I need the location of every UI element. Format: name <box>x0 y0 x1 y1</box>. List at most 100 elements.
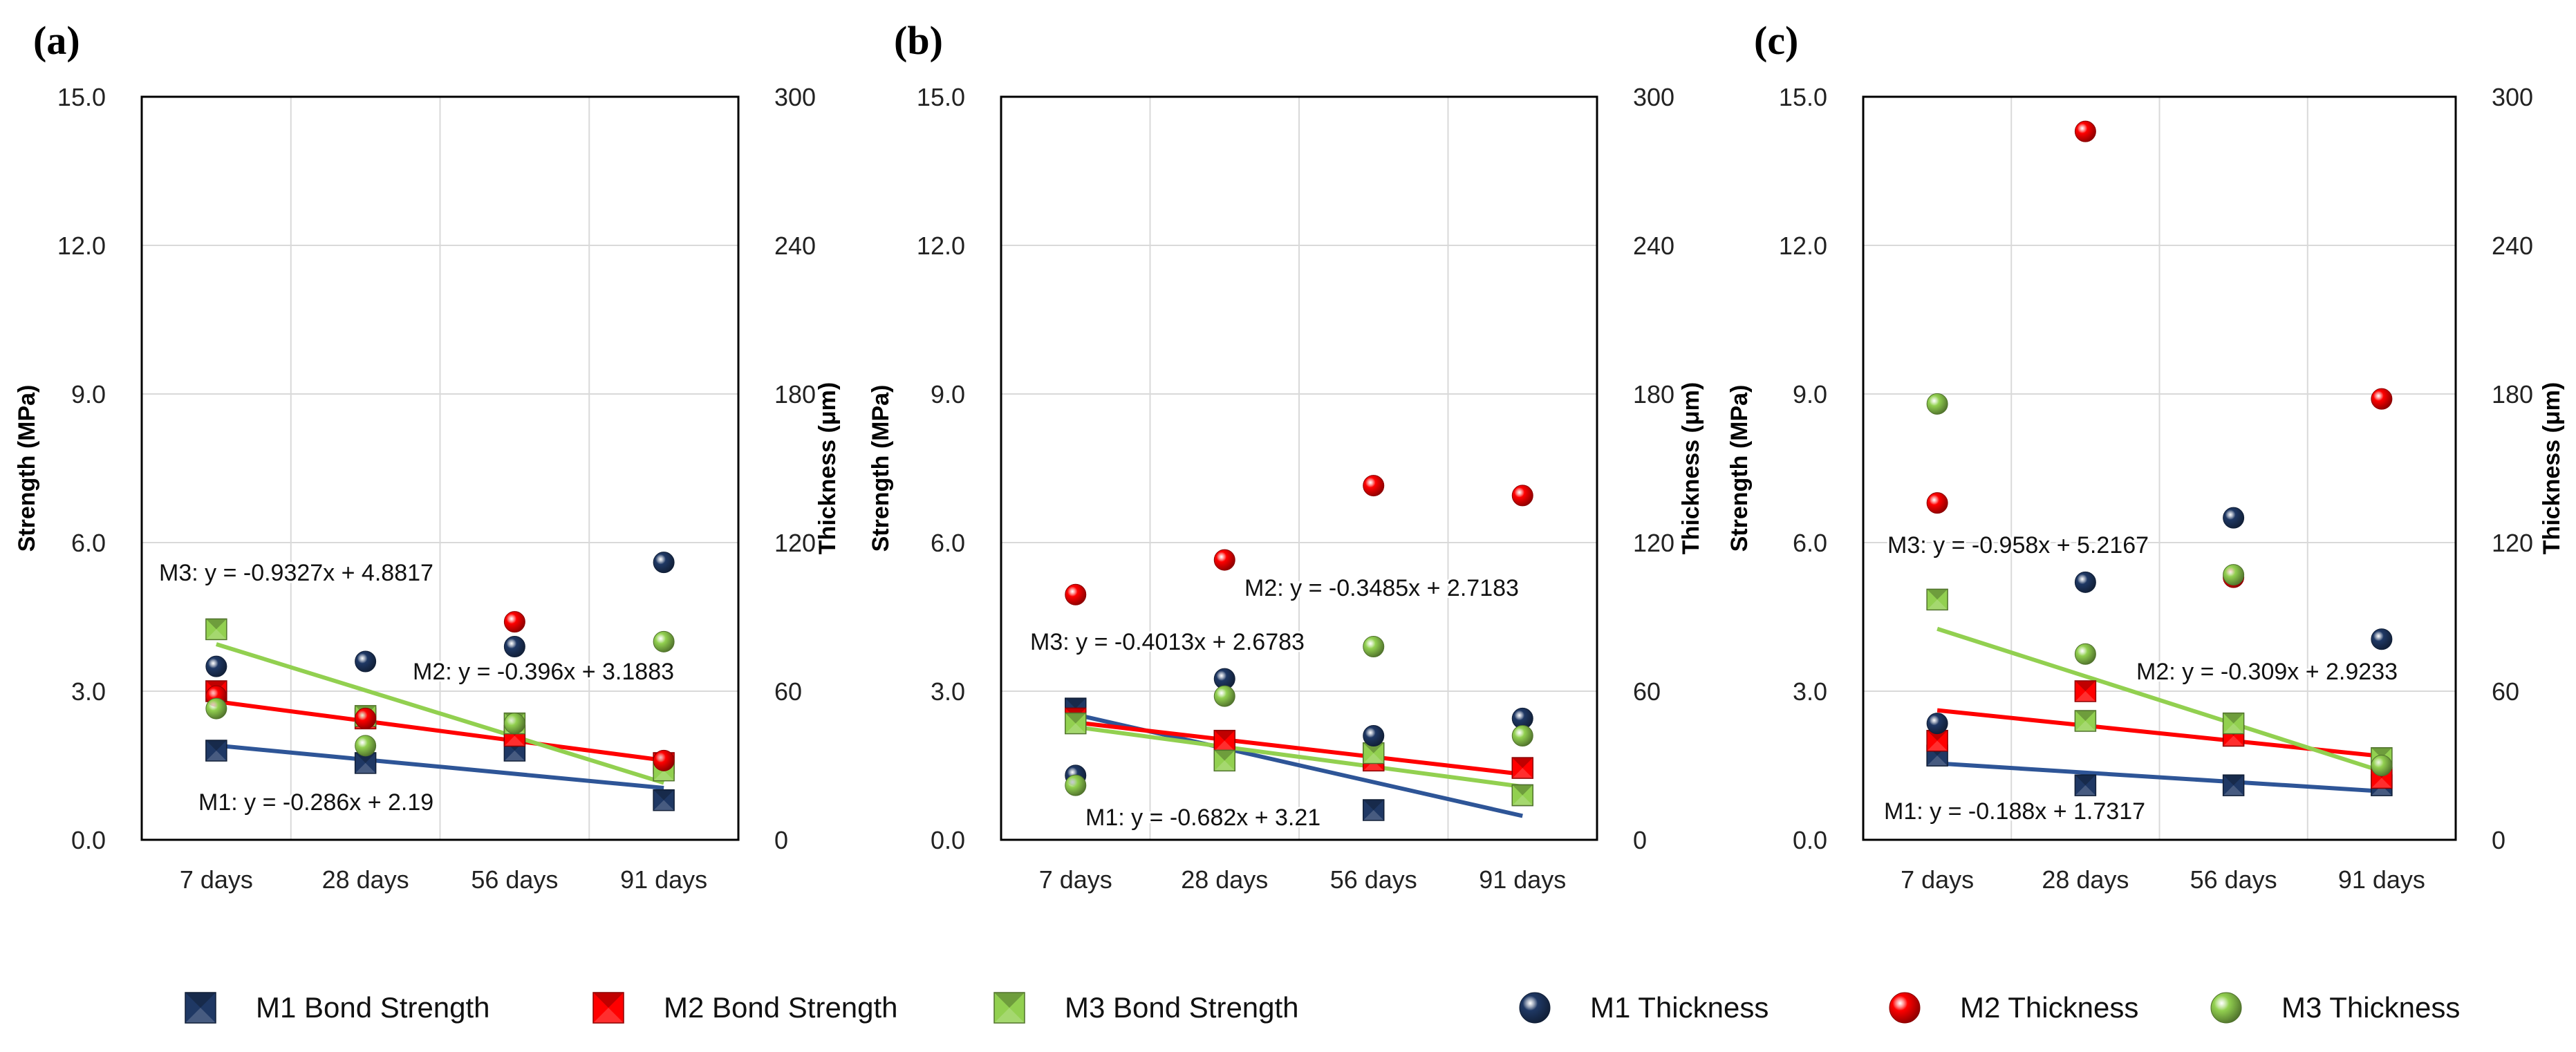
square-shade-top <box>1927 730 1948 741</box>
square-border <box>205 618 227 641</box>
legend: M1 Bond Strength M2 Bond Strength M3 Bond … <box>185 991 2460 1024</box>
x-tick-label: 91 days <box>1479 865 1566 894</box>
legend-label: M2 Bond Strength <box>664 991 898 1024</box>
y-axis-title: Strength (MPa) <box>1726 385 1753 552</box>
y2-tick-label: 120 <box>1633 529 1674 557</box>
square-shade-bottom <box>1214 760 1235 771</box>
thickness-point-m2 <box>2371 388 2393 410</box>
legend-item: M2 Bond Strength <box>592 991 898 1024</box>
bond-strength-point-m3 <box>1065 712 1087 735</box>
y-tick-label: 3.0 <box>931 677 965 706</box>
square-shade-bottom <box>1363 753 1384 764</box>
square-shade-bottom <box>2223 785 2244 796</box>
thickness-point-m3 <box>2371 755 2393 776</box>
thickness-point-m3 <box>205 697 227 720</box>
bond-strength-point-m2 <box>1213 729 1235 752</box>
thickness-point-m2 <box>1213 549 1235 571</box>
square-shade-bottom <box>355 762 376 773</box>
bond-strength-point-m1 <box>2222 774 2245 796</box>
square-border <box>205 740 227 762</box>
legend-item: M2 Thickness <box>1889 991 2138 1024</box>
y2-axis-title: Thickness (μm) <box>814 382 841 554</box>
square-shade-bottom <box>653 800 675 811</box>
plot-area <box>1862 95 2457 841</box>
trendline-m1 <box>216 743 664 791</box>
square-shade-top <box>994 993 1025 1008</box>
square-shade-top <box>2075 711 2096 721</box>
panel-label: (a) <box>33 18 80 63</box>
plot-area <box>1000 95 1598 841</box>
thickness-point-m1 <box>2074 571 2096 593</box>
thickness-point-m2 <box>355 707 377 729</box>
y2-tick-label: 240 <box>774 232 816 260</box>
y2-tick-label: 300 <box>1633 83 1674 111</box>
y-tick-label: 6.0 <box>1793 529 1827 557</box>
legend-square-marker <box>592 992 624 1024</box>
square-shade-top <box>1512 785 1533 796</box>
square-shade-top <box>1214 730 1235 741</box>
square-shade-bottom <box>2075 785 2096 796</box>
thickness-point-m2 <box>1511 485 1533 507</box>
square-shade-bottom <box>2223 723 2244 734</box>
y2-tick-label: 180 <box>1633 380 1674 408</box>
legend-item: M1 Bond Strength <box>185 991 490 1024</box>
y-tick-label: 15.0 <box>917 83 965 111</box>
x-tick-label: 28 days <box>322 865 409 894</box>
x-tick-label: 91 days <box>2338 865 2425 894</box>
trendline-m2 <box>1075 720 1523 777</box>
square-shade-bottom <box>1214 740 1235 751</box>
thickness-point-m1 <box>2223 507 2245 529</box>
square-shade-top <box>1363 800 1384 810</box>
square-shade-bottom <box>205 629 227 640</box>
trendline-equation-m2: M2: y = -0.309x + 2.9233 <box>2136 659 2398 685</box>
square-shade-bottom <box>504 751 525 761</box>
square-shade-bottom <box>1512 795 1533 806</box>
y2-tick-label: 0 <box>1633 826 1647 854</box>
y-tick-label: 6.0 <box>71 529 106 557</box>
square-shade-top <box>2075 681 2096 691</box>
trendline-m3 <box>215 642 665 785</box>
thickness-point-m3 <box>1926 393 1948 415</box>
x-tick-label: 28 days <box>2042 865 2129 894</box>
y-tick-label: 9.0 <box>1793 380 1827 408</box>
trendline-equation-m1: M1: y = -0.682x + 3.21 <box>1085 805 1320 831</box>
square-shade-bottom <box>1065 723 1086 734</box>
thickness-point-m3 <box>355 735 377 757</box>
legend-label: M1 Bond Strength <box>256 991 490 1024</box>
square-shade-top <box>1214 750 1235 761</box>
thickness-point-m3 <box>1511 725 1533 746</box>
square-shade-bottom <box>2371 785 2392 796</box>
square-shade-top <box>205 619 227 630</box>
thickness-point-m1 <box>1926 713 1948 735</box>
square-shade-top <box>2371 747 2392 758</box>
y-tick-label: 6.0 <box>931 529 965 557</box>
trendline-equation-m3: M3: y = -0.4013x + 2.6783 <box>1030 629 1305 655</box>
y-tick-label: 3.0 <box>71 677 106 706</box>
y2-tick-label: 240 <box>1633 232 1674 260</box>
thickness-point-m2 <box>653 749 675 771</box>
square-border <box>653 789 675 811</box>
y-tick-label: 12.0 <box>57 232 106 260</box>
square-shade-bottom <box>1927 740 1948 751</box>
square-shade-top <box>1065 698 1086 709</box>
square-shade-bottom <box>653 770 675 781</box>
square-shade-bottom <box>2075 721 2096 731</box>
trendline-equation-m3: M3: y = -0.9327x + 4.8817 <box>159 560 433 586</box>
thickness-point-m3 <box>503 713 525 735</box>
square-shade-top <box>1512 758 1533 769</box>
square-border <box>2074 680 2097 702</box>
trendline-equation-m1: M1: y = -0.286x + 2.19 <box>198 789 433 816</box>
square-shade-top <box>593 993 624 1008</box>
thickness-point-m2 <box>503 611 525 633</box>
thickness-point-m1 <box>205 655 227 677</box>
y-tick-label: 15.0 <box>57 83 106 111</box>
square-shade-top <box>2223 775 2244 786</box>
thickness-point-m3 <box>1213 685 1235 707</box>
square-shade-bottom <box>2371 778 2392 789</box>
legend-item: M1 Thickness <box>1519 991 1768 1024</box>
square-shade-bottom <box>1363 810 1384 820</box>
bond-strength-point-m2 <box>2074 680 2097 702</box>
panel-label: (c) <box>1754 18 1798 63</box>
